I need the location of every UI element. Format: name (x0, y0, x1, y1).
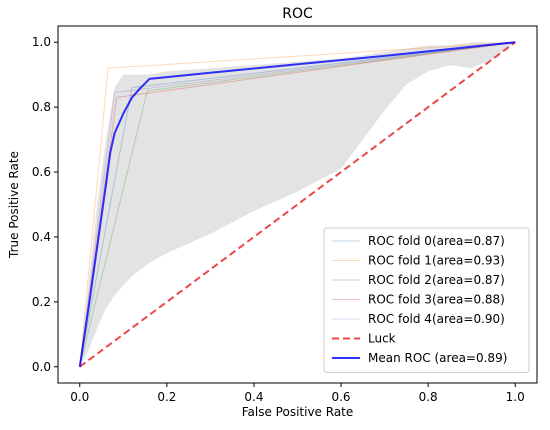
x-tick-label: 1.0 (506, 390, 525, 404)
y-tick-label: 0.2 (32, 295, 51, 309)
x-tick-label: 0.2 (157, 390, 176, 404)
series-line-4 (79, 41, 516, 367)
series-line-6 (78, 41, 516, 367)
legend-label: Mean ROC (area=0.89) (368, 351, 507, 365)
series-line-2 (79, 41, 516, 367)
y-axis-label: True Positive Rate (7, 151, 21, 259)
legend-label: ROC fold 2(area=0.87) (368, 273, 505, 287)
legend-label: ROC fold 1(area=0.93) (368, 254, 505, 268)
y-axis-ticks: 0.0 0.2 0.4 0.6 0.8 1.0 (32, 35, 58, 374)
x-tick-label: 0.8 (419, 390, 438, 404)
y-tick-label: 0.0 (32, 360, 51, 374)
legend-label: ROC fold 4(area=0.90) (368, 312, 505, 326)
y-tick-label: 1.0 (32, 35, 51, 49)
axes-frame (57, 25, 538, 384)
x-tick-label: 0.0 (70, 390, 89, 404)
plot-area (57, 25, 538, 384)
legend-label: ROC fold 3(area=0.88) (368, 293, 505, 307)
x-tick-label: 0.6 (331, 390, 350, 404)
legend-box (323, 227, 530, 373)
chart-title: ROC (282, 6, 313, 22)
y-tick-label: 0.4 (32, 230, 51, 244)
x-axis-label: False Positive Rate (242, 405, 354, 419)
y-tick-label: 0.8 (32, 100, 51, 114)
series-line-0 (79, 41, 516, 367)
x-axis-ticks: 0.0 0.2 0.4 0.6 0.8 1.0 (70, 383, 525, 404)
std-band (79, 42, 516, 367)
y-tick-label: 0.6 (32, 165, 51, 179)
legend-label: Luck (368, 332, 396, 346)
legend: ROC fold 0(area=0.87) ROC fold 1(area=0.9… (323, 227, 530, 373)
x-tick-label: 0.4 (244, 390, 263, 404)
series-line-1 (79, 41, 516, 367)
series-line-5 (79, 41, 516, 368)
legend-label: ROC fold 0(area=0.87) (368, 234, 505, 248)
